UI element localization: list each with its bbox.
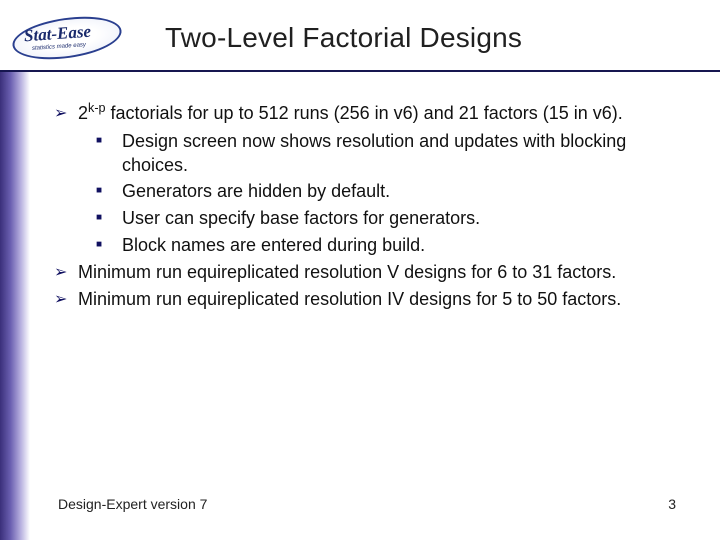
slide-title: Two-Level Factorial Designs [165,22,522,54]
bullet-1: 2k-p factorials for up to 512 runs (256 … [54,102,674,126]
bullet-1-superscript: k-p [88,101,106,115]
bullet-1-sub-4: Block names are entered during build. [96,234,674,258]
side-gradient [0,70,30,540]
slide: Stat-Ease statistics made easy Two-Level… [0,0,720,540]
bullet-2: Minimum run equireplicated resolution V … [54,261,674,285]
bullet-1-sub-3: User can specify base factors for genera… [96,207,674,231]
bullet-1-sub-2: Generators are hidden by default. [96,180,674,204]
bullet-3: Minimum run equireplicated resolution IV… [54,288,674,312]
bullet-1-post: factorials for up to 512 runs (256 in v6… [106,103,623,123]
bullet-1-pre: 2 [78,103,88,123]
footer-version: Design-Expert version 7 [58,496,207,512]
title-rule [0,70,720,72]
content-area: 2k-p factorials for up to 512 runs (256 … [54,102,674,316]
footer-page-number: 3 [668,496,676,512]
bullet-1-sub-1: Design screen now shows resolution and u… [96,130,674,178]
logo: Stat-Ease statistics made easy [12,8,122,62]
